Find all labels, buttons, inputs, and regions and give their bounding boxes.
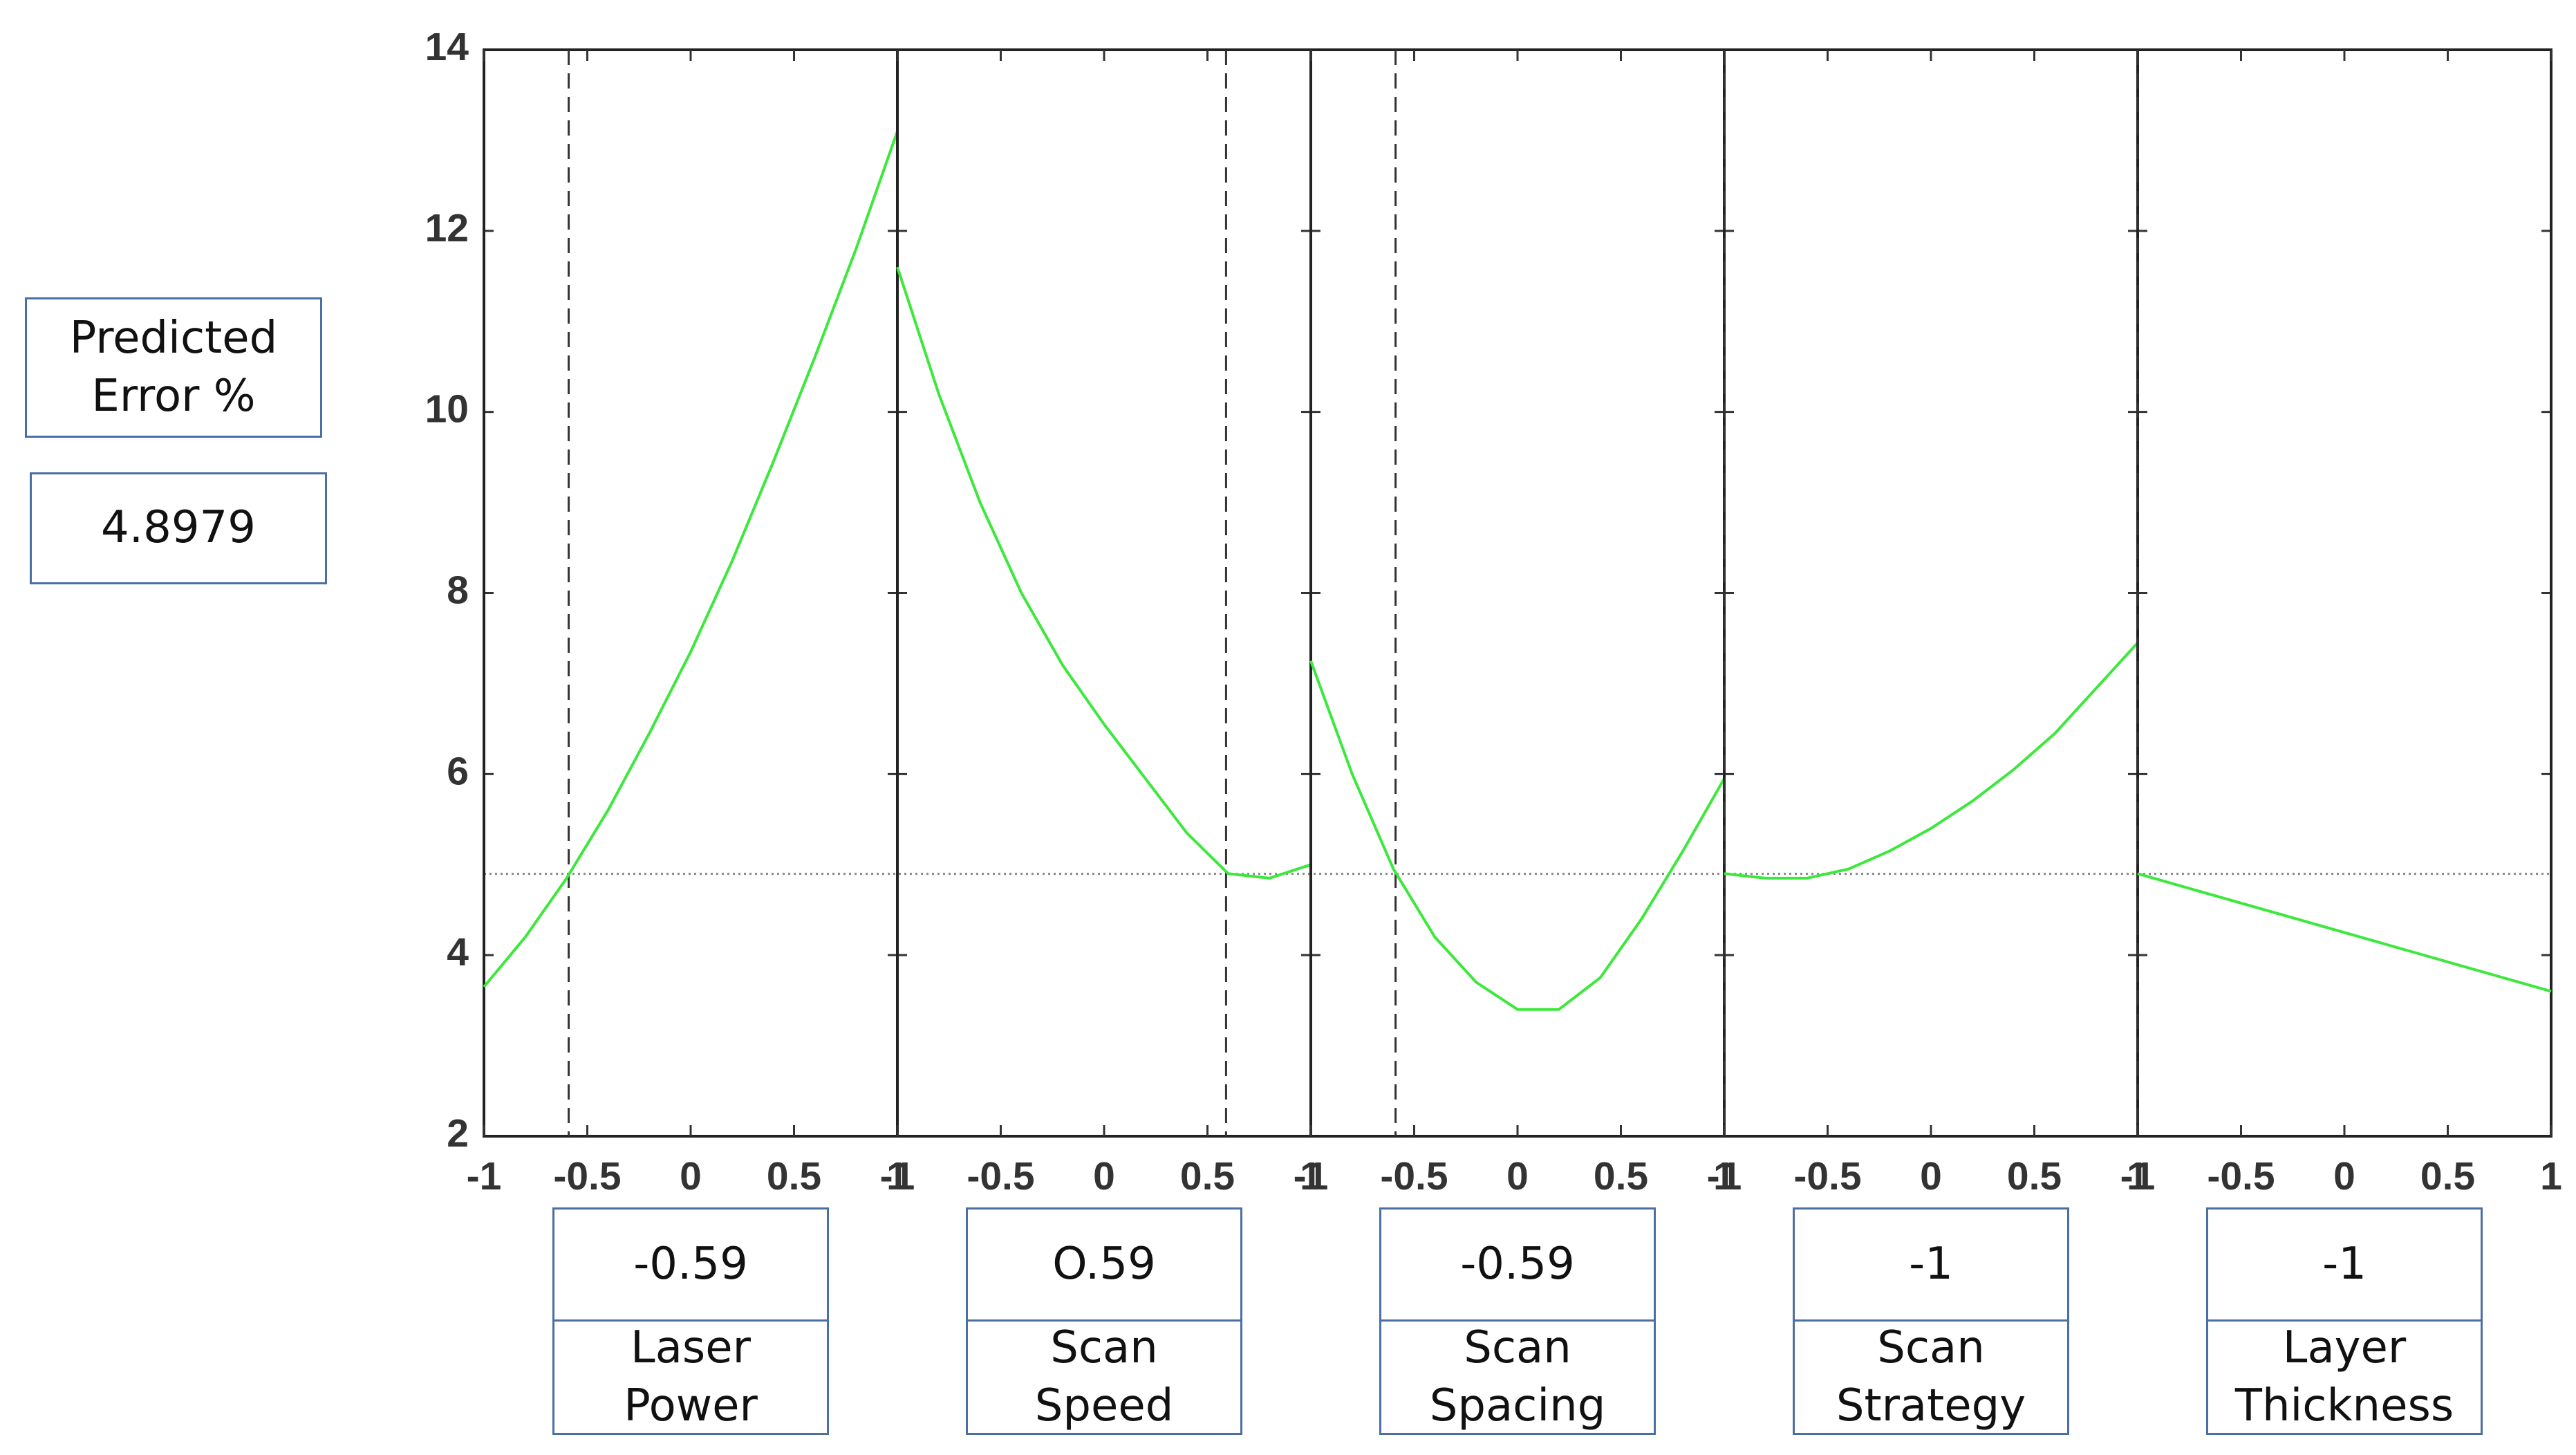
panel-frame — [1309, 48, 1726, 1138]
x-tick-label: -0.5 — [967, 1154, 1034, 1198]
x-tick-label: -0.5 — [1380, 1154, 1448, 1198]
factor-name-box: Scan Spacing — [1379, 1319, 1656, 1435]
x-tick-label: -0.5 — [1793, 1154, 1861, 1198]
setting-value: -1 — [2322, 1238, 2367, 1290]
x-tick-label: 1 — [1713, 1154, 1735, 1198]
factor-name: Scan Strategy — [1836, 1322, 2026, 1431]
x-tick-label: 1 — [1300, 1154, 1322, 1198]
setting-value: -0.59 — [633, 1238, 748, 1290]
y-tick-label: 6 — [447, 749, 469, 793]
x-tick-label: 0.5 — [2420, 1154, 2475, 1198]
x-tick-label: -1 — [467, 1154, 502, 1198]
x-tick-label: -1 — [1294, 1154, 1329, 1198]
x-tick-label: 0 — [1093, 1154, 1115, 1198]
x-tick-label: 0.5 — [1594, 1154, 1648, 1198]
setting-value: -1 — [1909, 1238, 1953, 1290]
x-tick-label: 1 — [886, 1154, 908, 1198]
y-tick-label: 10 — [425, 387, 469, 432]
profile-line — [483, 131, 899, 988]
x-tick-label: 0 — [680, 1154, 702, 1198]
y-tick-label: 14 — [425, 25, 469, 69]
setting-value: -0.59 — [1460, 1238, 1575, 1290]
setting-value-box[interactable]: -1 — [1793, 1207, 2069, 1322]
factor-name-box: Scan Strategy — [1793, 1319, 2069, 1435]
y-label-box: Predicted Error % — [25, 297, 322, 438]
y-tick-label: 8 — [447, 568, 469, 613]
x-tick-label: 0.5 — [2007, 1154, 2062, 1198]
profile-line — [2137, 872, 2552, 993]
x-tick-label: -1 — [880, 1154, 915, 1198]
x-tick-label: 0 — [1920, 1154, 1942, 1198]
predicted-value: 4.8979 — [101, 502, 256, 554]
profile-line — [1309, 660, 1726, 1011]
y-tick-label: 12 — [425, 206, 469, 250]
predicted-box: 4.8979 — [30, 472, 327, 584]
setting-value-box[interactable]: -1 — [2206, 1207, 2483, 1322]
factor-name: Scan Spacing — [1429, 1322, 1606, 1431]
panel-frame — [896, 48, 1312, 1138]
x-tick-label: 0 — [2333, 1154, 2355, 1198]
x-tick-label: -1 — [2120, 1154, 2156, 1198]
y-tick-label: 4 — [447, 930, 469, 974]
y-label: Predicted Error % — [69, 313, 278, 422]
profile-line — [1724, 642, 2139, 880]
x-tick-label: -0.5 — [2207, 1154, 2275, 1198]
factor-name-box: Laser Power — [552, 1319, 829, 1435]
panel-frame — [1723, 48, 2139, 1138]
x-tick-label: -0.5 — [553, 1154, 621, 1198]
y-tick-label: 2 — [447, 1111, 469, 1156]
x-tick-label: 1 — [2540, 1154, 2562, 1198]
factor-name-box: Scan Speed — [966, 1319, 1242, 1435]
x-tick-label: 0.5 — [1180, 1154, 1235, 1198]
panel-frame — [483, 48, 899, 1138]
factor-name: Laser Power — [624, 1322, 758, 1431]
setting-value-box[interactable]: -0.59 — [1379, 1207, 1656, 1322]
factor-name: Layer Thickness — [2234, 1322, 2454, 1431]
setting-value: O.59 — [1052, 1238, 1156, 1290]
factor-name-box: Layer Thickness — [2206, 1319, 2483, 1435]
setting-value-box[interactable]: -0.59 — [552, 1207, 829, 1322]
profile-line — [896, 266, 1312, 880]
factor-name: Scan Speed — [1034, 1322, 1174, 1431]
x-tick-label: 0.5 — [767, 1154, 821, 1198]
x-tick-label: 0 — [1506, 1154, 1529, 1198]
setting-value-box[interactable]: O.59 — [966, 1207, 1242, 1322]
x-tick-label: -1 — [1707, 1154, 1742, 1198]
x-tick-label: 1 — [2127, 1154, 2149, 1198]
